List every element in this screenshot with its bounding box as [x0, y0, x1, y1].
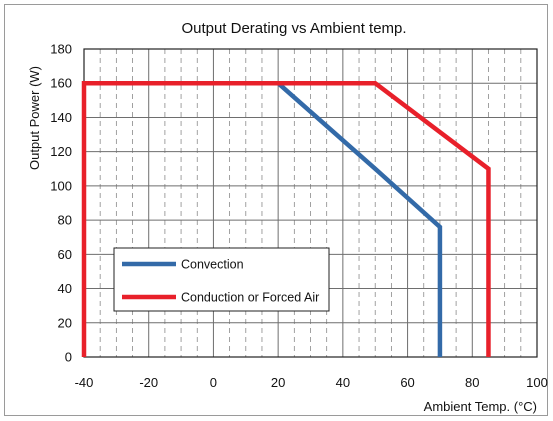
- x-tick-label: 0: [210, 375, 217, 390]
- chart-frame: [4, 4, 548, 416]
- y-tick-label: 140: [50, 110, 72, 125]
- x-tick-label: 100: [526, 375, 548, 390]
- series-line-convection: [276, 81, 443, 357]
- y-tick-label: 0: [65, 350, 72, 365]
- x-tick-label: 20: [271, 375, 285, 390]
- series-line-forced-air: [81, 80, 491, 357]
- y-tick-label: 160: [50, 76, 72, 91]
- series-group: [81, 80, 491, 357]
- legend-label-convection: Convection: [181, 258, 244, 272]
- legend-label-forced-air: Conduction or Forced Air: [181, 291, 319, 305]
- y-tick-label: 40: [58, 281, 72, 296]
- legend: Convection Conduction or Forced Air: [113, 247, 330, 312]
- x-tick-label: -40: [75, 375, 94, 390]
- y-tick-label: 60: [58, 247, 72, 262]
- x-tick-label: 60: [400, 375, 414, 390]
- y-tick-label: 100: [50, 178, 72, 193]
- legend-box: [113, 247, 330, 312]
- y-tick-labels: 0 20 40 60 80 100 120 140 160 180: [50, 42, 72, 365]
- chart-title: Output Derating vs Ambient temp.: [181, 20, 406, 37]
- y-tick-label: 80: [58, 213, 72, 228]
- x-axis-label: Ambient Temp. (°C): [424, 399, 537, 414]
- x-tick-label: 40: [336, 375, 350, 390]
- y-tick-label: 20: [58, 315, 72, 330]
- y-tick-label: 180: [50, 42, 72, 57]
- x-tick-labels: -40 -20 0 20 40 60 80 100: [75, 375, 548, 390]
- y-tick-label: 120: [50, 144, 72, 159]
- x-tick-label: -20: [139, 375, 158, 390]
- y-axis-label: Output Power (W): [27, 66, 42, 170]
- x-tick-label: 80: [465, 375, 479, 390]
